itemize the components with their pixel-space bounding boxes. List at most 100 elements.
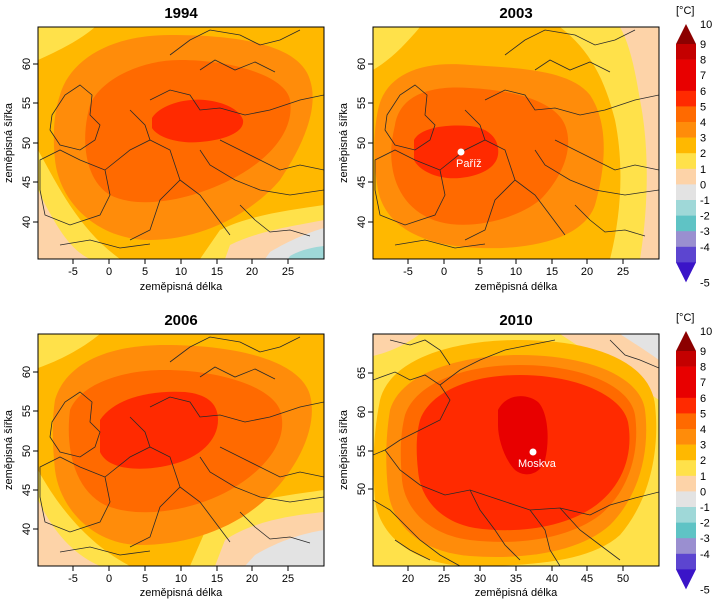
map-title-2006: 2006 — [164, 312, 197, 329]
city-marker-moscow — [529, 448, 537, 456]
y-tick-label: 50 — [356, 483, 368, 495]
x-tick-label: 5 — [477, 266, 483, 278]
city-label-paris: Paříž — [456, 158, 482, 170]
legend-cell — [676, 475, 696, 492]
y-tick-label: 40 — [21, 216, 33, 228]
legend-cell — [676, 90, 696, 107]
x-tick-label: 25 — [617, 266, 629, 278]
legend-unit: [°C] — [676, 312, 694, 324]
heat-field-2010 — [373, 334, 659, 566]
y-tick-label: 55 — [21, 405, 33, 417]
x-tick-label: 35 — [510, 573, 522, 585]
legend-tick-label: -4 — [700, 549, 710, 561]
legend-tick-label: 0 — [700, 179, 706, 191]
y-tick-label: 50 — [21, 137, 33, 149]
borders-2006 — [39, 336, 324, 556]
x-ticks-2010: 20 25 30 35 40 45 50 — [402, 566, 629, 585]
x-tick-label: -5 — [403, 266, 413, 278]
x-tick-label: 30 — [474, 573, 486, 585]
y-tick-label: 45 — [21, 484, 33, 496]
y-ticks-2010: 50 55 60 65 — [356, 367, 373, 495]
legend-cell — [676, 351, 696, 367]
legend-tick-label: 4 — [700, 117, 706, 129]
legend-tick-label: 5 — [700, 101, 706, 113]
legend-cell — [676, 215, 696, 232]
x-tick-label: 10 — [175, 266, 187, 278]
legend-cells — [676, 351, 696, 590]
x-tick-label: 0 — [441, 266, 447, 278]
city-marker-paris — [457, 148, 465, 156]
legend-tick-label: 3 — [700, 133, 706, 145]
x-tick-label: 20 — [402, 573, 414, 585]
legend-tick-label: -3 — [700, 226, 710, 238]
x-tick-label: 5 — [142, 266, 148, 278]
city-label-moscow: Moskva — [518, 458, 557, 470]
legend-tick-label: -5 — [700, 584, 710, 596]
legend-tick-label: 0 — [700, 486, 706, 498]
legend-cell — [676, 507, 696, 523]
legend-cells — [676, 44, 696, 283]
legend-cell — [676, 522, 696, 539]
x-tick-label: 40 — [546, 573, 558, 585]
x-tick-label: 20 — [246, 266, 258, 278]
legend-tick-label: -1 — [700, 195, 710, 207]
legend-tick-label: 5 — [700, 408, 706, 420]
y-tick-label: 45 — [356, 176, 368, 188]
legend-tick-label: 2 — [700, 455, 706, 467]
x-tick-label: 45 — [581, 573, 593, 585]
x-axis-label-1994: zeměpisná délka — [140, 281, 223, 293]
map-2010: Moskva 2010 zeměpisná délka zeměpisná ší… — [338, 312, 660, 599]
heat-field-1994 — [38, 27, 324, 259]
y-ticks-1994: 40 45 50 55 60 — [21, 58, 38, 228]
heat-field-2003 — [373, 27, 659, 259]
legend-arrow-down — [676, 569, 696, 590]
y-tick-label: 60 — [356, 406, 368, 418]
borders-1994 — [39, 29, 324, 249]
x-ticks-2006: -5 0 5 10 15 20 25 — [68, 566, 294, 585]
y-axis-label-2003: zeměpisná šířka — [338, 102, 350, 183]
legend-tick-label: -3 — [700, 533, 710, 545]
map-2006: 2006 zeměpisná délka zeměpisná šířka -5 … — [3, 312, 325, 599]
x-tick-label: 10 — [175, 573, 187, 585]
x-tick-label: 20 — [246, 573, 258, 585]
x-tick-label: 25 — [282, 266, 294, 278]
legend-cell — [676, 460, 696, 477]
heat-field-2006 — [38, 334, 324, 566]
legend-tick-label: 6 — [700, 393, 706, 405]
x-axis-label-2006: zeměpisná délka — [140, 587, 223, 599]
legend-tick-label: 9 — [700, 39, 706, 51]
legend-tick-label: 8 — [700, 362, 706, 374]
legend-cell — [676, 106, 696, 123]
y-axis-label-1994: zeměpisná šířka — [3, 102, 15, 183]
legend-cell — [676, 168, 696, 185]
y-tick-label: 40 — [21, 523, 33, 535]
legend-cell — [676, 429, 696, 445]
legend-cell — [676, 246, 696, 263]
legend-cell — [676, 382, 696, 399]
legend-cell — [676, 413, 696, 430]
map-2003: Paříž 2003 zeměpisná délka zeměpisná šíř… — [338, 5, 660, 293]
legend-unit: [°C] — [676, 5, 694, 17]
legend-arrow-down — [676, 262, 696, 283]
y-axis-label-2010: zeměpisná šířka — [338, 409, 350, 490]
legend-tick-label: 9 — [700, 346, 706, 358]
legend-cell — [676, 137, 696, 154]
map-title-2003: 2003 — [499, 5, 532, 22]
y-tick-label: 45 — [21, 176, 33, 188]
x-tick-label: 0 — [106, 573, 112, 585]
legend-cell — [676, 538, 696, 555]
legend-cell — [676, 122, 696, 138]
x-tick-label: 5 — [142, 573, 148, 585]
y-tick-label: 50 — [356, 137, 368, 149]
x-tick-label: 0 — [106, 266, 112, 278]
legend-tick-label: 10 — [700, 326, 712, 338]
legend-tick-label: 3 — [700, 440, 706, 452]
borders-2003 — [374, 29, 659, 249]
y-tick-label: 60 — [21, 366, 33, 378]
legend-tick-label: 1 — [700, 164, 706, 176]
legend-cell — [676, 44, 696, 60]
